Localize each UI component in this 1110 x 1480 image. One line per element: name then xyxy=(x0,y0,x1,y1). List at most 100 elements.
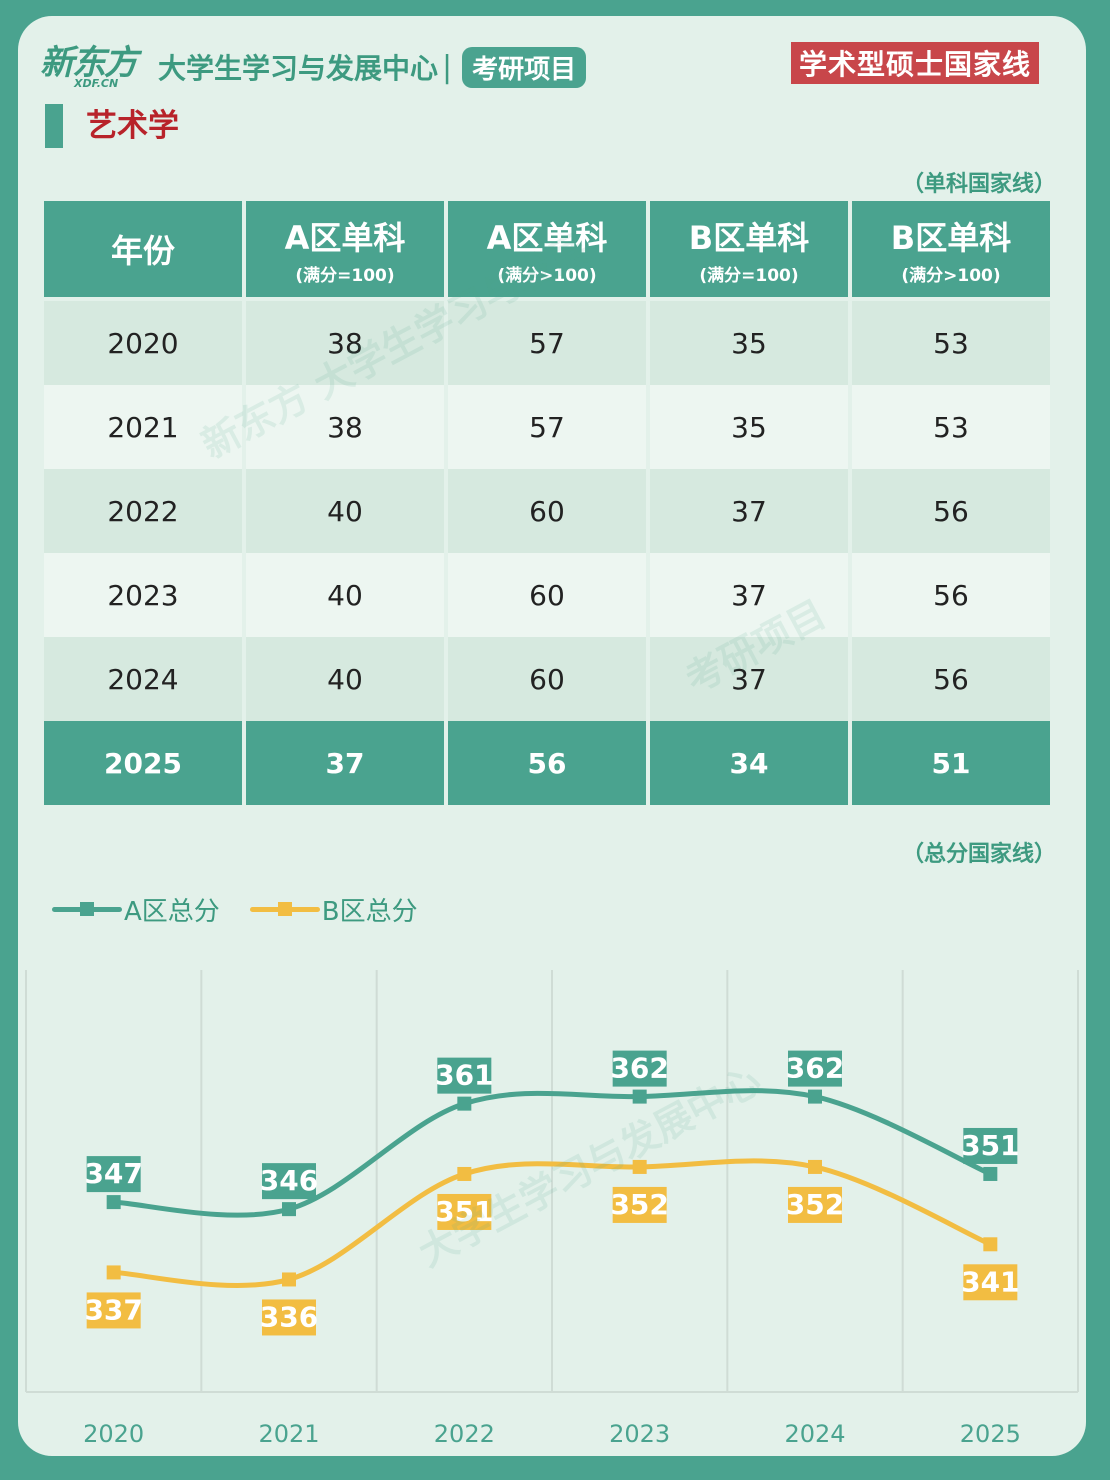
data-point xyxy=(808,1089,822,1104)
score-table: 年份 A区单科 (满分=100) A区单科 (满分>100) B区单科 (满分=100… xyxy=(40,201,1054,805)
cell-value: 53 xyxy=(852,385,1050,469)
legend-item-b: B区总分 xyxy=(249,891,418,928)
data-label: 362 xyxy=(786,1052,844,1085)
cell-year: 2025 xyxy=(44,721,242,805)
data-point xyxy=(632,1089,647,1104)
data-point xyxy=(106,1265,121,1280)
cell-value: 37 xyxy=(650,469,848,553)
cell-year: 2024 xyxy=(44,637,242,721)
table-row: 2023 40 60 37 56 xyxy=(44,553,1050,637)
cell-value: 40 xyxy=(246,553,444,637)
data-point xyxy=(808,1159,822,1174)
data-label: 351 xyxy=(435,1195,493,1228)
chart-legend: A区总分 B区总分 xyxy=(52,891,448,928)
data-point xyxy=(457,1096,472,1111)
table-row: 2020 38 57 35 53 xyxy=(44,301,1050,385)
subject-title: 艺术学 xyxy=(86,108,179,144)
cell-value: 60 xyxy=(448,637,646,721)
cell-value: 56 xyxy=(448,721,646,805)
cell-value: 35 xyxy=(650,301,848,385)
cell-value: 57 xyxy=(448,385,646,469)
data-label: 351 xyxy=(961,1129,1019,1162)
program-pill: 考研项目 xyxy=(462,46,587,88)
data-label-bg xyxy=(86,1292,141,1329)
table-row-highlight: 2025 37 56 34 51 xyxy=(44,721,1050,805)
cell-value: 56 xyxy=(852,553,1050,637)
data-label-bg xyxy=(963,1127,1018,1164)
table-note: （单科国家线） xyxy=(901,172,1056,197)
data-label-bg xyxy=(437,1057,492,1094)
data-label: 347 xyxy=(84,1157,142,1190)
cell-value: 40 xyxy=(246,637,444,721)
poster-card: 新东方 XDF.CN 大学生学习与发展中心 | 考研项目 学术型硕士国家线 艺术… xyxy=(18,16,1086,1456)
data-label: 346 xyxy=(260,1164,318,1197)
legend-item-a: A区总分 xyxy=(52,891,220,928)
cell-value: 38 xyxy=(246,301,444,385)
legend-label-b: B区总分 xyxy=(321,897,418,927)
xdf-logo: 新东方 XDF.CN xyxy=(40,42,138,90)
data-label: 352 xyxy=(610,1188,668,1221)
table-header-row: 年份 A区单科 (满分=100) A区单科 (满分>100) B区单科 (满分=100… xyxy=(44,201,1050,301)
x-tick-label: 2024 xyxy=(784,1420,845,1448)
cell-value: 60 xyxy=(448,469,646,553)
cell-value: 40 xyxy=(246,469,444,553)
cell-value: 34 xyxy=(650,721,848,805)
cell-year: 2020 xyxy=(44,301,242,385)
cell-value: 56 xyxy=(852,469,1050,553)
cell-year: 2021 xyxy=(44,385,242,469)
title-badge: 学术型硕士国家线 xyxy=(791,42,1039,84)
data-label: 352 xyxy=(786,1188,844,1221)
cell-value: 53 xyxy=(852,301,1050,385)
data-label-bg xyxy=(963,1264,1018,1301)
data-label-bg xyxy=(788,1050,842,1087)
header: 新东方 XDF.CN 大学生学习与发展中心 | 考研项目 xyxy=(40,42,587,92)
legend-label-a: A区总分 xyxy=(124,897,220,927)
cell-value: 56 xyxy=(852,637,1050,721)
logo-sub: XDF.CN xyxy=(74,76,119,90)
legend-swatch-b xyxy=(249,902,320,916)
header-b-gt100: B区单科 (满分>100) xyxy=(852,201,1050,301)
chart-note: （总分国家线） xyxy=(901,842,1056,867)
subject-marker xyxy=(45,104,63,148)
legend-swatch-a xyxy=(52,902,122,916)
org-separator: | xyxy=(442,49,453,85)
data-label-bg xyxy=(612,1186,667,1223)
data-point xyxy=(282,1202,296,1217)
series-line-a xyxy=(111,1088,993,1218)
data-label-bg xyxy=(437,1193,492,1230)
data-point xyxy=(106,1195,121,1210)
header-a-eq100: A区单科 (满分=100) xyxy=(246,201,444,301)
cell-value: 38 xyxy=(246,385,444,469)
data-point xyxy=(282,1272,296,1287)
data-label-bg xyxy=(262,1299,316,1336)
cell-value: 51 xyxy=(852,721,1050,805)
header-year: 年份 xyxy=(44,201,242,301)
cell-value: 35 xyxy=(650,385,848,469)
data-label: 341 xyxy=(961,1265,1019,1298)
cell-value: 57 xyxy=(448,301,646,385)
x-tick-label: 2025 xyxy=(960,1420,1021,1448)
header-a-gt100: A区单科 (满分>100) xyxy=(448,201,646,301)
cell-value: 37 xyxy=(246,721,444,805)
table-row: 2024 40 60 37 56 xyxy=(44,637,1050,721)
logo-text: 新东方 xyxy=(40,42,138,83)
data-point xyxy=(983,1237,998,1252)
data-label-bg xyxy=(262,1163,316,1200)
cell-value: 37 xyxy=(650,637,848,721)
cell-value: 60 xyxy=(448,553,646,637)
data-label-bg xyxy=(86,1156,141,1193)
cell-year: 2022 xyxy=(44,469,242,553)
data-label: 336 xyxy=(260,1300,318,1333)
table-row: 2021 38 57 35 53 xyxy=(44,385,1050,469)
series-line-b xyxy=(111,1158,993,1288)
table-row: 2022 40 60 37 56 xyxy=(44,469,1050,553)
x-tick-label: 2021 xyxy=(258,1420,319,1448)
data-label: 361 xyxy=(435,1059,493,1092)
data-label: 337 xyxy=(84,1293,142,1326)
line-chart: 2020 2021 2022 2023 2024 2025 347 346 361 362 362 3… xyxy=(25,970,1079,1448)
x-tick-label: 2022 xyxy=(434,1420,495,1448)
data-point xyxy=(983,1166,998,1181)
x-tick-label: 2023 xyxy=(609,1420,670,1448)
data-point xyxy=(457,1166,472,1181)
cell-year: 2023 xyxy=(44,553,242,637)
